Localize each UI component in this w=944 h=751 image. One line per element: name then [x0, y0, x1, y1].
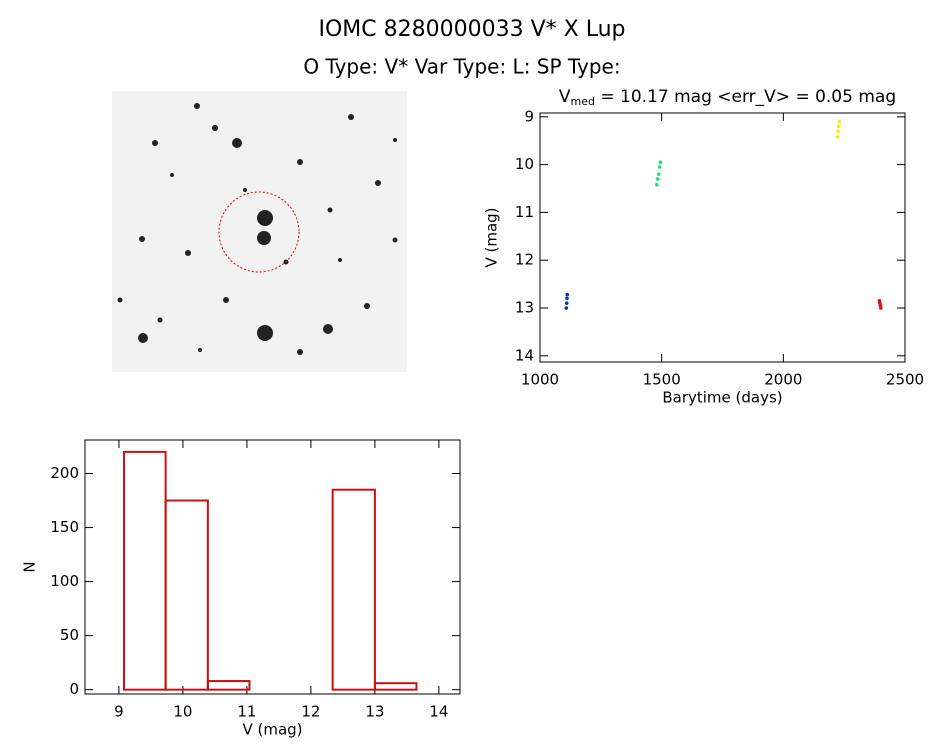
- y-tick-label: 10: [515, 155, 534, 173]
- y-tick-label: 12: [515, 251, 534, 269]
- x-tick-label: 9: [114, 703, 124, 721]
- x-tick-label: 2500: [886, 371, 924, 389]
- x-axis-label: V (mag): [242, 721, 302, 739]
- main-title: IOMC 8280000033 V* X Lup: [319, 17, 626, 42]
- y-tick-label: 50: [60, 626, 79, 644]
- x-tick-label: 11: [237, 703, 256, 721]
- y-tick-label: 150: [50, 518, 79, 536]
- x-tick-label: 10: [173, 703, 192, 721]
- x-tick-label: 12: [301, 703, 320, 721]
- stars: [117, 103, 398, 355]
- y-tick-label: 100: [50, 572, 79, 590]
- y-tick-label: 14: [515, 346, 534, 364]
- data-point: [836, 129, 840, 133]
- data-point: [656, 172, 661, 176]
- data-point: [565, 296, 569, 301]
- histogram-bar: [164, 499, 209, 691]
- histogram-bar: [331, 488, 376, 691]
- data-point: [879, 306, 883, 310]
- data-point: [835, 135, 840, 139]
- data-point: [658, 160, 663, 165]
- data-point: [837, 124, 841, 129]
- x-tick-label: 1000: [521, 371, 559, 389]
- data-point: [837, 119, 842, 124]
- sky-image: [112, 91, 407, 372]
- y-tick-label: 0: [69, 680, 79, 698]
- plot-title-part: V: [559, 87, 571, 107]
- histogram-bar: [373, 682, 418, 691]
- y-axis-label: N: [21, 561, 39, 572]
- plot-title: Vmed = 10.17 mag <err_V> = 0.05 mag: [559, 87, 896, 108]
- data-point: [565, 292, 570, 297]
- aperture-circle: [218, 191, 300, 273]
- x-tick-label: 1500: [643, 371, 681, 389]
- x-axis-label: Barytime (days): [662, 389, 782, 407]
- y-tick-label: 11: [515, 203, 534, 221]
- x-tick-label: 13: [365, 703, 384, 721]
- data-point: [655, 177, 660, 181]
- axes-frame: [539, 112, 906, 363]
- axes-frame: [84, 439, 461, 695]
- plot-title-part: = 10.17 mag <err_V> = 0.05 mag: [595, 87, 896, 107]
- image-background: [112, 91, 407, 372]
- data-point: [564, 306, 569, 310]
- data-point: [657, 165, 662, 169]
- y-tick-label: 9: [524, 107, 534, 125]
- y-axis-label: V (mag): [483, 207, 501, 267]
- data-point: [564, 301, 569, 306]
- histogram-bar: [123, 450, 167, 691]
- plot-title-part: med: [571, 95, 595, 108]
- histogram-bar: [206, 680, 251, 691]
- subtitle: O Type: V* Var Type: L: SP Type:: [303, 55, 620, 79]
- x-tick-label: 14: [429, 703, 448, 721]
- x-tick-label: 2000: [764, 371, 802, 389]
- data-point: [655, 182, 659, 187]
- y-tick-label: 200: [50, 464, 79, 482]
- y-tick-label: 13: [515, 298, 534, 316]
